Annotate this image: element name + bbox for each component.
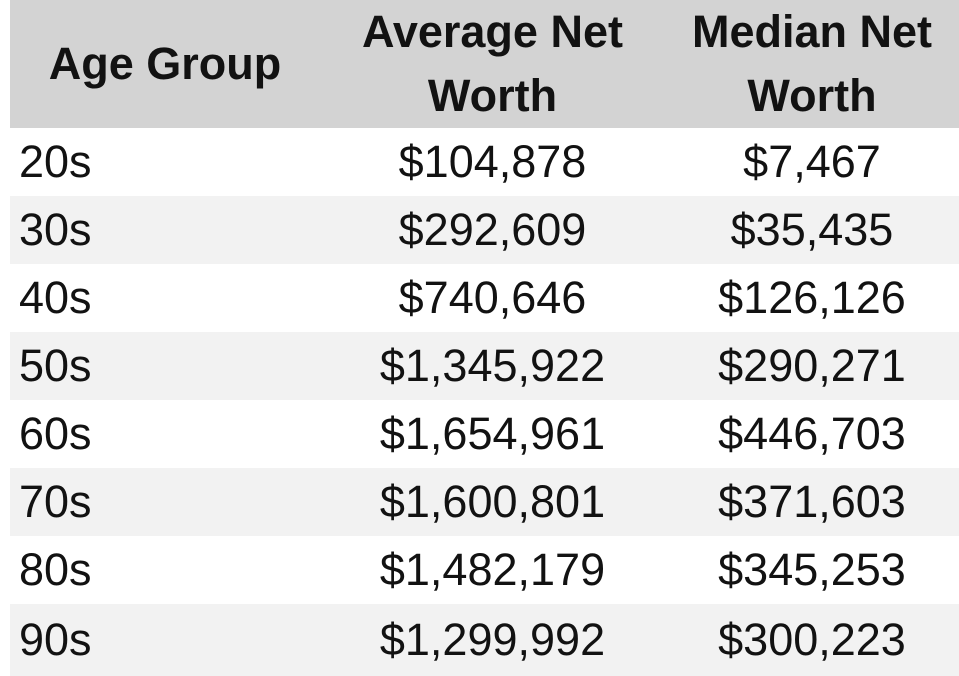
- table-body: 20s $104,878 $7,467 30s $292,609 $35,435…: [10, 127, 959, 676]
- table-row: 60s $1,654,961 $446,703: [10, 399, 959, 468]
- average-net-worth-cell: $104,878: [398, 135, 587, 187]
- median-net-worth-cell: $371,603: [718, 475, 906, 527]
- header-average-net-worth: Average Net Worth: [320, 0, 665, 128]
- median-net-worth-cell: $290,271: [718, 339, 906, 391]
- age-cell: 40s: [19, 271, 92, 323]
- table-row: 20s $104,878 $7,467: [10, 127, 959, 196]
- median-net-worth-cell: $345,253: [718, 543, 906, 595]
- age-cell: 70s: [19, 475, 92, 527]
- median-net-worth-cell: $35,435: [730, 203, 894, 255]
- table-row: 40s $740,646 $126,126: [10, 263, 959, 332]
- average-net-worth-cell: $740,646: [398, 271, 587, 323]
- median-net-worth-cell: $126,126: [718, 271, 906, 323]
- table-row: 50s $1,345,922 $290,271: [10, 331, 959, 400]
- average-net-worth-cell: $1,299,992: [379, 613, 606, 665]
- net-worth-table: Age Group Average Net Worth Median Net W…: [10, 0, 959, 676]
- average-net-worth-cell: $1,654,961: [379, 407, 606, 459]
- table-row: 80s $1,482,179 $345,253: [10, 535, 959, 604]
- age-cell: 50s: [19, 339, 92, 391]
- age-cell: 30s: [19, 203, 92, 255]
- age-cell: 20s: [19, 135, 92, 187]
- table-row: 70s $1,600,801 $371,603: [10, 467, 959, 536]
- average-net-worth-cell: $1,600,801: [379, 475, 606, 527]
- age-cell: 90s: [19, 613, 92, 665]
- median-net-worth-cell: $7,467: [743, 135, 881, 187]
- age-cell: 80s: [19, 543, 92, 595]
- header-age-group: Age Group: [10, 0, 320, 128]
- median-net-worth-cell: $300,223: [718, 613, 906, 665]
- header-median-net-worth: Median Net Worth: [665, 0, 959, 128]
- average-net-worth-cell: $1,345,922: [379, 339, 606, 391]
- table-header: Age Group Average Net Worth Median Net W…: [10, 0, 959, 128]
- age-cell: 60s: [19, 407, 92, 459]
- table-row: 90s $1,299,992 $300,223: [10, 603, 959, 676]
- average-net-worth-cell: $1,482,179: [379, 543, 606, 595]
- average-net-worth-cell: $292,609: [398, 203, 587, 255]
- header-row: Age Group Average Net Worth Median Net W…: [10, 0, 959, 128]
- median-net-worth-cell: $446,703: [718, 407, 906, 459]
- table-row: 30s $292,609 $35,435: [10, 195, 959, 264]
